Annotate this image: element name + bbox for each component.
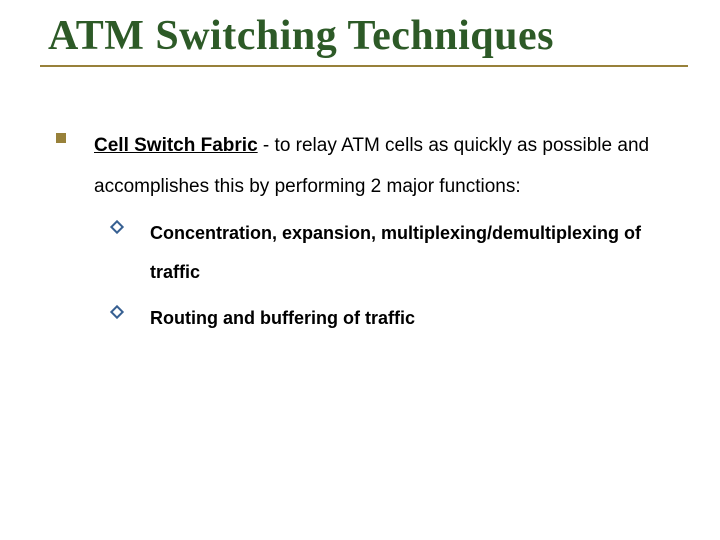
bullet-level1: Cell Switch Fabric - to relay ATM cells … (56, 126, 670, 338)
square-bullet-icon (56, 133, 66, 143)
sub-bullet-text: Routing and buffering of traffic (150, 308, 415, 328)
sub-bullet-list: Concentration, expansion, multiplexing/d… (94, 214, 670, 339)
slide: ATM Switching Techniques Cell Switch Fab… (0, 0, 720, 540)
title-underline (40, 65, 688, 67)
diamond-bullet-icon (110, 305, 124, 319)
slide-title: ATM Switching Techniques (48, 14, 690, 58)
slide-body: Cell Switch Fabric - to relay ATM cells … (56, 126, 670, 346)
sub-bullet-text: Concentration, expansion, multiplexing/d… (150, 223, 641, 283)
sub-bullet-item: Routing and buffering of traffic (112, 299, 670, 339)
sub-bullet-item: Concentration, expansion, multiplexing/d… (112, 214, 670, 293)
diamond-bullet-icon (110, 220, 124, 234)
term-cell-switch-fabric: Cell Switch Fabric (94, 135, 258, 156)
main-bullet-text: Cell Switch Fabric - to relay ATM cells … (94, 126, 670, 208)
